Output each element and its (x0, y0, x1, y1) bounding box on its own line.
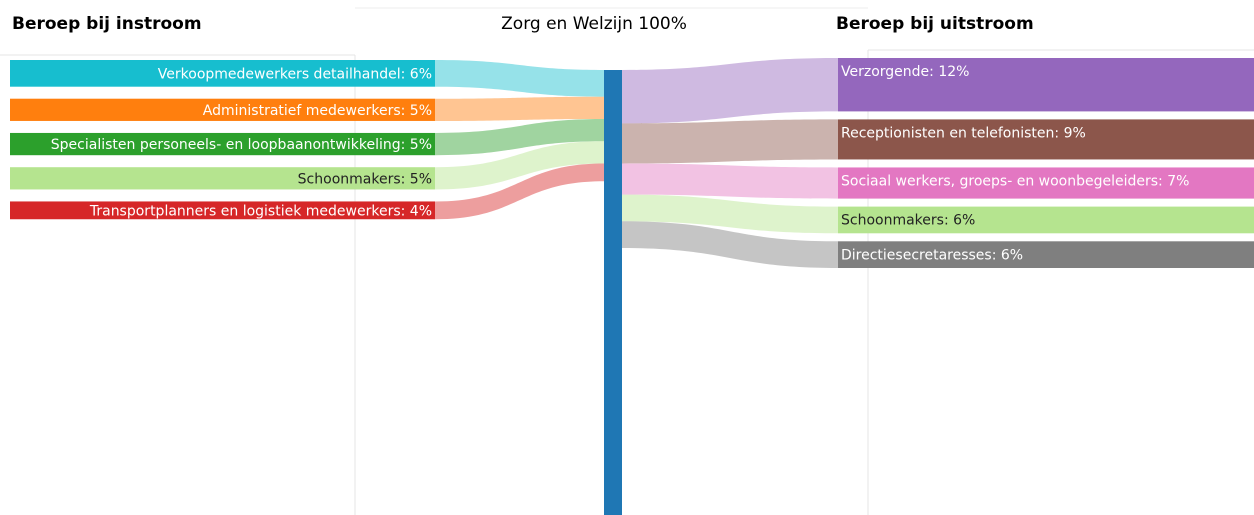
target-label: Verzorgende: 12% (841, 64, 969, 80)
center-title: Zorg en Welzijn 100% (501, 14, 687, 34)
target-label: Schoonmakers: 6% (841, 213, 975, 229)
source-label: Administratief medewerkers: 5% (203, 103, 432, 119)
source-label: Schoonmakers: 5% (298, 171, 432, 187)
source-label: Transportplanners en logistiek medewerke… (89, 203, 432, 219)
flow (622, 119, 838, 164)
left-title: Beroep bij instroom (12, 14, 202, 34)
center-node (604, 70, 622, 515)
target-node (838, 167, 1254, 199)
source-node (10, 60, 435, 87)
source-node (10, 98, 435, 121)
source-label: Verkoopmedewerkers detailhandel: 6% (158, 66, 432, 82)
flow (435, 60, 604, 97)
source-label: Specialisten personeels- en loopbaanontw… (51, 137, 432, 153)
right-title: Beroep bij uitstroom (836, 14, 1034, 34)
target-node (838, 206, 1254, 234)
target-label: Sociaal werkers, groeps- en woonbegeleid… (841, 173, 1189, 189)
source-node (10, 132, 435, 156)
source-node (10, 201, 435, 220)
target-node (838, 119, 1254, 160)
target-label: Directiesecretaresses: 6% (841, 247, 1023, 263)
flow (622, 58, 838, 124)
flow (435, 163, 604, 220)
target-node (838, 58, 1254, 112)
flow (435, 141, 604, 190)
target-label: Receptionisten en telefonisten: 9% (841, 125, 1086, 141)
flow (435, 118, 604, 156)
flow (622, 221, 838, 268)
flow (435, 96, 604, 121)
flow (622, 194, 838, 234)
target-node (838, 241, 1254, 268)
flow (622, 163, 838, 199)
source-node (10, 167, 435, 190)
